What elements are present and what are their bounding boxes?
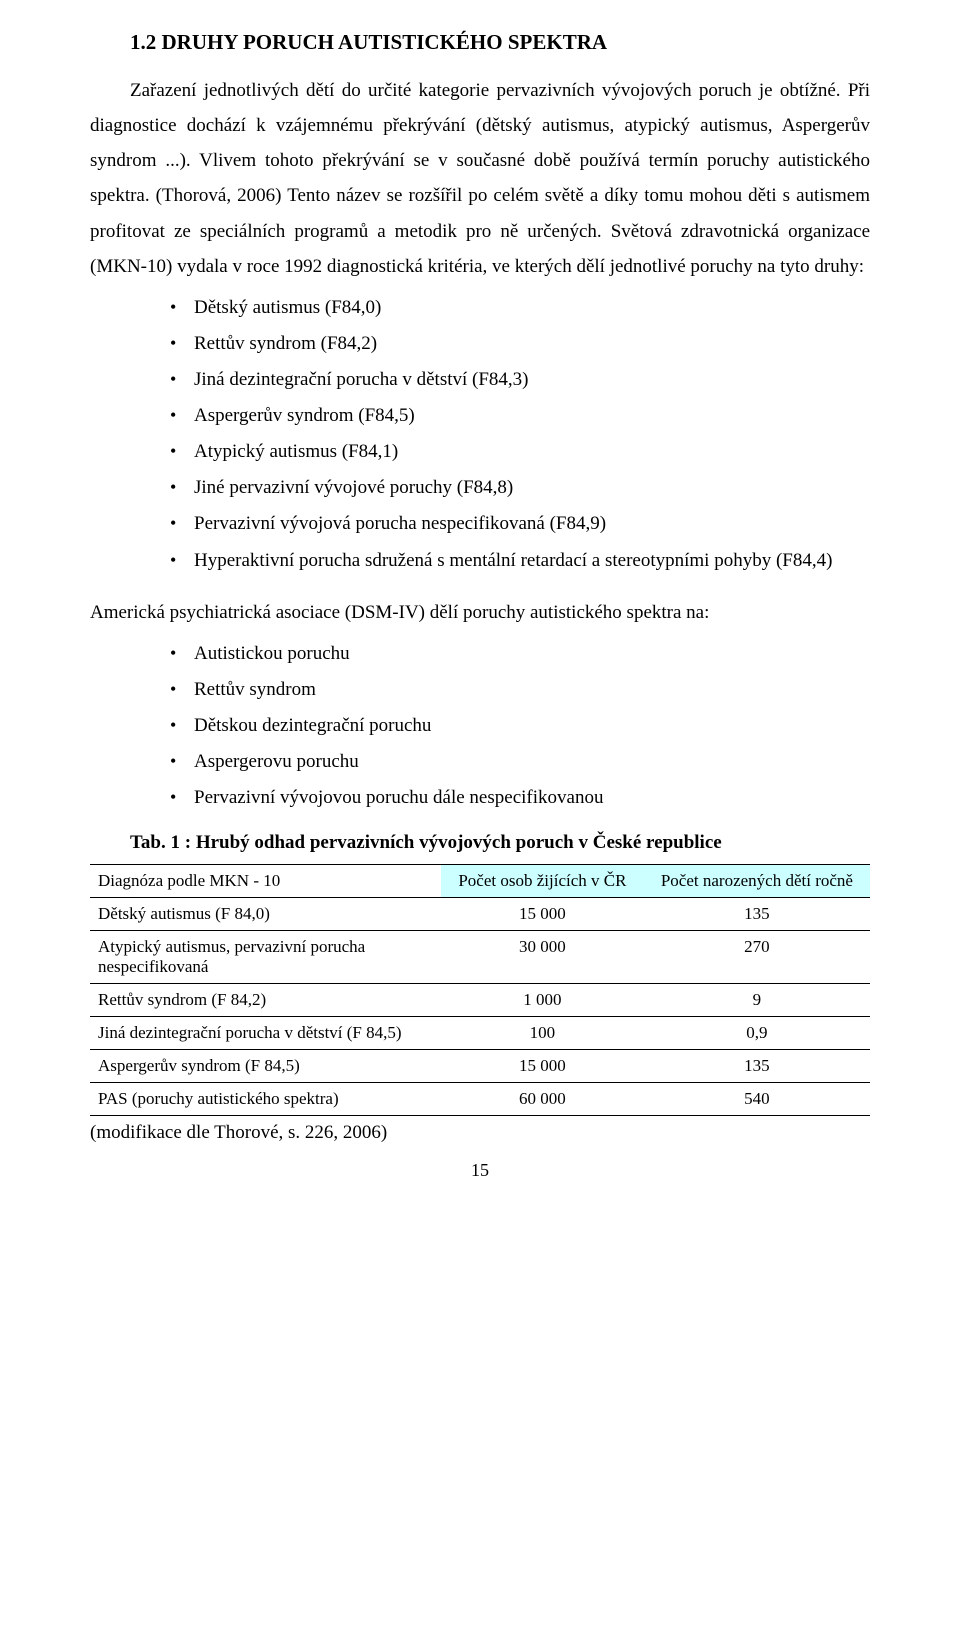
data-table: Diagnóza podle MKN - 10 Počet osob žijíc…: [90, 864, 870, 1116]
table-cell: 60 000: [441, 1083, 644, 1116]
paragraph-1: Zařazení jednotlivých dětí do určité kat…: [90, 73, 870, 284]
table-header-row: Diagnóza podle MKN - 10 Počet osob žijíc…: [90, 865, 870, 898]
list-item: Atypický autismus (F84,1): [170, 434, 870, 470]
table-cell: Jiná dezintegrační porucha v dětství (F …: [90, 1017, 441, 1050]
table-cell: 135: [644, 1050, 870, 1083]
table-header-cell: Diagnóza podle MKN - 10: [90, 865, 441, 898]
table-header-cell: Počet narozených dětí ročně: [644, 865, 870, 898]
table-row: Dětský autismus (F 84,0) 15 000 135: [90, 898, 870, 931]
table-cell: 30 000: [441, 931, 644, 984]
list-item: Pervazivní vývojová porucha nespecifikov…: [170, 506, 870, 542]
page-number: 15: [90, 1160, 870, 1181]
table-cell: Atypický autismus, pervazivní porucha ne…: [90, 931, 441, 984]
table-row: Atypický autismus, pervazivní porucha ne…: [90, 931, 870, 984]
table-cell: 9: [644, 984, 870, 1017]
list-item: Dětskou dezintegrační poruchu: [170, 708, 870, 744]
table-header-cell: Počet osob žijících v ČR: [441, 865, 644, 898]
table-row: Aspergerův syndrom (F 84,5) 15 000 135: [90, 1050, 870, 1083]
table-source: (modifikace dle Thorové, s. 226, 2006): [90, 1122, 870, 1144]
section-heading: 1.2 DRUHY PORUCH AUTISTICKÉHO SPEKTRA: [90, 30, 870, 55]
table-cell: 135: [644, 898, 870, 931]
table-row: Jiná dezintegrační porucha v dětství (F …: [90, 1017, 870, 1050]
list-item: Hyperaktivní porucha sdružená s mentální…: [170, 543, 870, 579]
table-cell: Dětský autismus (F 84,0): [90, 898, 441, 931]
list-item: Dětský autismus (F84,0): [170, 290, 870, 326]
table-cell: 15 000: [441, 1050, 644, 1083]
list-item: Rettův syndrom: [170, 672, 870, 708]
list-dsmiv: Autistickou poruchu Rettův syndrom Dětsk…: [90, 636, 870, 816]
list-item: Jiné pervazivní vývojové poruchy (F84,8): [170, 470, 870, 506]
table-row: Rettův syndrom (F 84,2) 1 000 9: [90, 984, 870, 1017]
list-item: Jiná dezintegrační porucha v dětství (F8…: [170, 362, 870, 398]
table-cell: Rettův syndrom (F 84,2): [90, 984, 441, 1017]
table-cell: 15 000: [441, 898, 644, 931]
paragraph-between: Americká psychiatrická asociace (DSM-IV)…: [90, 595, 870, 630]
list-mkn10: Dětský autismus (F84,0) Rettův syndrom (…: [90, 290, 870, 579]
table-title: Tab. 1 : Hrubý odhad pervazivních vývojo…: [130, 832, 870, 854]
table-cell: 100: [441, 1017, 644, 1050]
list-item: Autistickou poruchu: [170, 636, 870, 672]
table-cell: PAS (poruchy autistického spektra): [90, 1083, 441, 1116]
table-row: PAS (poruchy autistického spektra) 60 00…: [90, 1083, 870, 1116]
table-cell: 0,9: [644, 1017, 870, 1050]
table-cell: 1 000: [441, 984, 644, 1017]
table-cell: Aspergerův syndrom (F 84,5): [90, 1050, 441, 1083]
table-cell: 270: [644, 931, 870, 984]
list-item: Pervazivní vývojovou poruchu dále nespec…: [170, 780, 870, 816]
list-item: Rettův syndrom (F84,2): [170, 326, 870, 362]
table-cell: 540: [644, 1083, 870, 1116]
list-item: Aspergerovu poruchu: [170, 744, 870, 780]
list-item: Aspergerův syndrom (F84,5): [170, 398, 870, 434]
